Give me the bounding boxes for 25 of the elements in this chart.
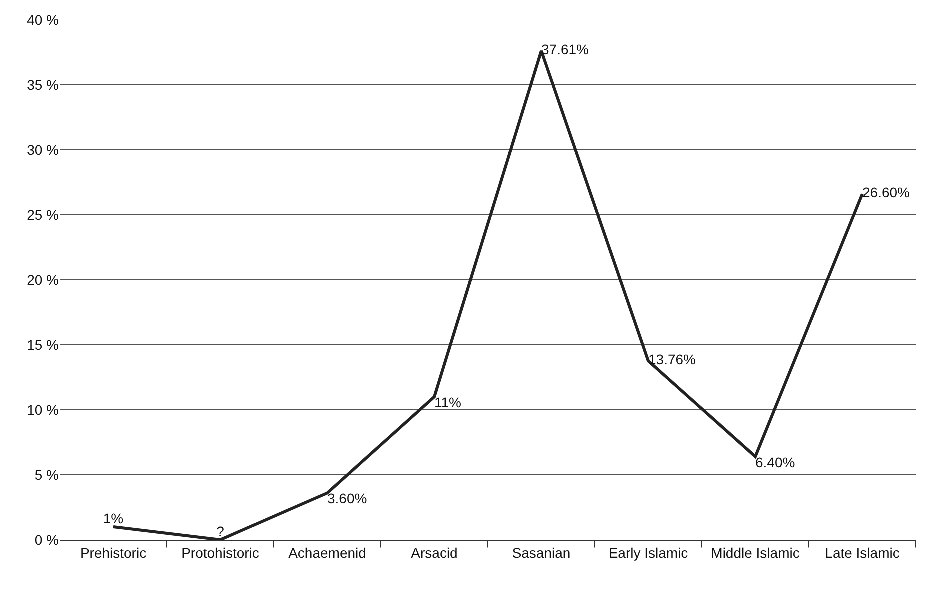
x-tick-label: Middle Islamic <box>711 544 800 561</box>
x-tick-label: Late Islamic <box>825 544 900 561</box>
y-tick-label: 0 % <box>34 532 59 548</box>
x-tick-label: Protohistoric <box>182 544 260 561</box>
y-tick-label: 5 % <box>34 466 59 483</box>
x-tick-label: Sasanian <box>512 544 571 561</box>
data-label: ? <box>216 524 225 540</box>
y-tick-label: 20 % <box>27 272 59 288</box>
x-tick-label: Early Islamic <box>608 544 688 561</box>
x-tick-label: Prehistoric <box>80 544 147 561</box>
data-label: 3.60% <box>328 490 368 507</box>
y-tick-label: 35 % <box>27 76 59 93</box>
data-label: 1% <box>103 510 124 526</box>
data-label: 6.40% <box>756 454 796 470</box>
data-label: 26.60% <box>862 184 910 201</box>
data-label: 37.61% <box>542 42 589 58</box>
y-tick-label: 40 % <box>27 12 59 28</box>
y-tick-label: 10 % <box>27 402 59 418</box>
y-tick-label: 25 % <box>27 206 59 223</box>
y-tick-label: 30 % <box>27 142 59 158</box>
data-label: 13.76% <box>648 352 696 368</box>
y-tick-label: 15 % <box>27 336 59 353</box>
data-label: 11% <box>434 394 462 410</box>
x-tick-label: Achaemenid <box>288 544 366 561</box>
x-tick-label: Arsacid <box>411 544 458 561</box>
